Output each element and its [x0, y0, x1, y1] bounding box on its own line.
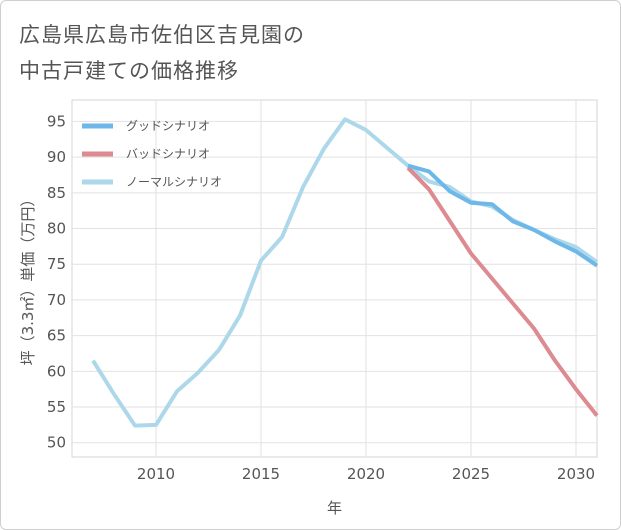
x-tick-label: 2015 — [242, 465, 280, 483]
x-tick-label: 2010 — [137, 465, 175, 483]
series-line-0 — [407, 163, 599, 268]
y-tick-label: 80 — [47, 220, 66, 238]
chart-title-line1: 広島県広島市佐伯区吉見園の — [19, 23, 305, 47]
chart-title: 広島県広島市佐伯区吉見園の 中古戸建ての価格推移 — [19, 17, 305, 89]
chart-title-line2: 中古戸建ての価格推移 — [19, 59, 239, 83]
y-tick-label: 55 — [47, 398, 66, 416]
plot-area — [71, 99, 598, 458]
y-tick-label: 65 — [47, 327, 66, 345]
series-line-2 — [91, 117, 599, 428]
y-tick-label: 85 — [47, 184, 66, 202]
x-tick-label: 2020 — [347, 465, 385, 483]
series-line-1 — [406, 166, 599, 417]
legend-label-0: グッドシナリオ — [126, 119, 210, 133]
y-axis-title: 坪（3.3㎡）単価（万円） — [19, 192, 37, 366]
x-axis-title: 年 — [327, 499, 342, 517]
x-tick-label: 2030 — [557, 465, 595, 483]
legend-label-2: ノーマルシナリオ — [126, 175, 222, 189]
y-tick-label: 70 — [47, 291, 66, 309]
y-tick-label: 75 — [47, 255, 66, 273]
y-tick-label: 50 — [47, 434, 66, 452]
y-tick-label: 95 — [47, 112, 66, 130]
legend-label-1: バッドシナリオ — [126, 147, 210, 161]
y-tick-label: 90 — [47, 148, 66, 166]
x-tick-label: 2025 — [452, 465, 490, 483]
y-tick-label: 60 — [47, 362, 66, 380]
